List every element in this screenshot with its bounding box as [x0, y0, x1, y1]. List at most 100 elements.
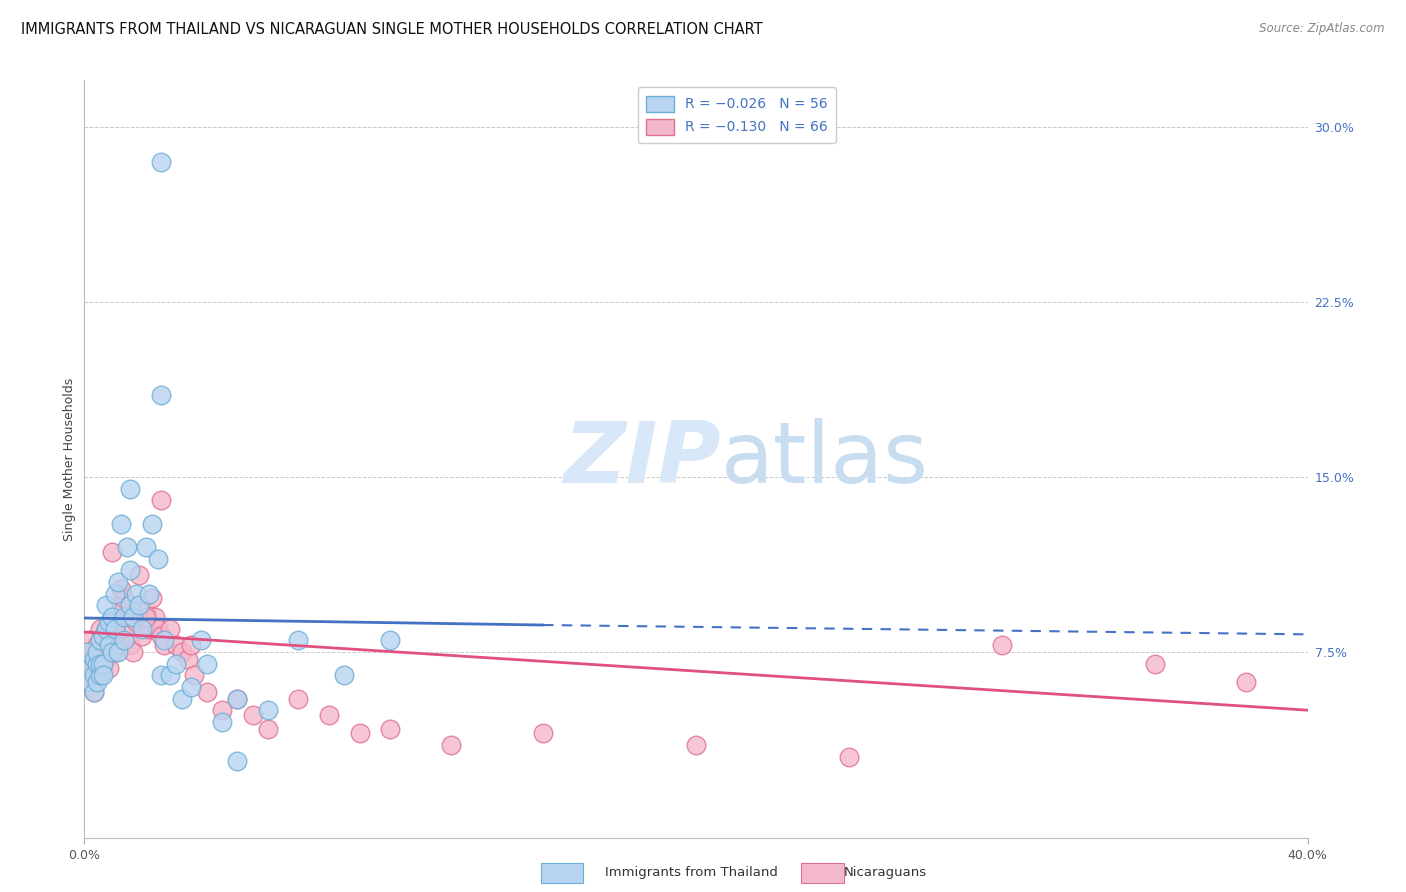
Point: [120, 482, 142, 496]
Point: [287, 633, 309, 648]
Point: [97, 633, 120, 648]
Point: [149, 668, 172, 682]
Point: [89, 622, 111, 636]
Point: [89, 652, 111, 666]
Point: [125, 586, 148, 600]
Point: [125, 615, 148, 629]
Point: [94, 622, 117, 636]
Point: [97, 638, 120, 652]
Point: [83, 645, 105, 659]
Point: [153, 633, 176, 648]
Point: [195, 657, 218, 671]
Point: [86, 668, 108, 682]
Point: [101, 544, 124, 558]
Point: [991, 638, 1014, 652]
Point: [104, 615, 127, 629]
Point: [104, 622, 127, 636]
Point: [149, 388, 172, 402]
Point: [257, 703, 280, 717]
Point: [180, 680, 202, 694]
Point: [83, 668, 105, 682]
Point: [135, 610, 157, 624]
Point: [190, 633, 212, 648]
Point: [86, 657, 108, 671]
Point: [120, 598, 142, 612]
Point: [101, 610, 124, 624]
Point: [257, 722, 280, 736]
Point: [159, 622, 181, 636]
Point: [101, 645, 124, 659]
Point: [287, 691, 309, 706]
Point: [107, 628, 129, 642]
Point: [211, 714, 233, 729]
Point: [107, 574, 129, 589]
Point: [79, 675, 101, 690]
Text: Immigrants from Thailand: Immigrants from Thailand: [605, 866, 778, 879]
Point: [135, 605, 157, 619]
Point: [79, 661, 101, 675]
Point: [195, 684, 218, 698]
Point: [172, 691, 194, 706]
Point: [83, 661, 105, 675]
Text: ZIP: ZIP: [562, 417, 720, 501]
Point: [349, 726, 371, 740]
Point: [135, 540, 157, 554]
Point: [149, 628, 172, 642]
Point: [141, 516, 163, 531]
Point: [86, 638, 108, 652]
Point: [94, 652, 117, 666]
Point: [138, 622, 160, 636]
Point: [94, 622, 117, 636]
Point: [91, 657, 114, 671]
Point: [91, 661, 114, 675]
Point: [318, 707, 340, 722]
Point: [153, 638, 176, 652]
Point: [94, 598, 117, 612]
Point: [146, 622, 169, 636]
Point: [226, 755, 249, 769]
Point: [115, 622, 138, 636]
Point: [76, 645, 98, 659]
Point: [838, 749, 860, 764]
Point: [83, 684, 105, 698]
Point: [86, 675, 108, 690]
Point: [146, 551, 169, 566]
Point: [380, 722, 402, 736]
Y-axis label: Single Mother Households: Single Mother Households: [63, 377, 76, 541]
Point: [112, 610, 135, 624]
Point: [120, 563, 142, 577]
Point: [1143, 657, 1166, 671]
Point: [172, 645, 194, 659]
Point: [128, 567, 150, 582]
Text: Nicaraguans: Nicaraguans: [844, 866, 927, 879]
Point: [226, 691, 249, 706]
Point: [440, 738, 463, 752]
Point: [1236, 675, 1258, 690]
Point: [86, 645, 108, 659]
Point: [83, 684, 105, 698]
Point: [149, 155, 172, 169]
Point: [97, 615, 120, 629]
Point: [138, 586, 160, 600]
Point: [143, 610, 166, 624]
Point: [83, 652, 105, 666]
Point: [110, 516, 132, 531]
Point: [141, 591, 163, 606]
Point: [89, 668, 111, 682]
Point: [165, 657, 187, 671]
Point: [131, 622, 153, 636]
Point: [89, 657, 111, 671]
Point: [122, 610, 145, 624]
Point: [101, 645, 124, 659]
Point: [333, 668, 356, 682]
Point: [79, 633, 101, 648]
Point: [97, 661, 120, 675]
Point: [128, 598, 150, 612]
Point: [107, 645, 129, 659]
Point: [159, 668, 181, 682]
Point: [104, 645, 127, 659]
Point: [76, 668, 98, 682]
Point: [91, 638, 114, 652]
Point: [120, 610, 142, 624]
Point: [226, 691, 249, 706]
